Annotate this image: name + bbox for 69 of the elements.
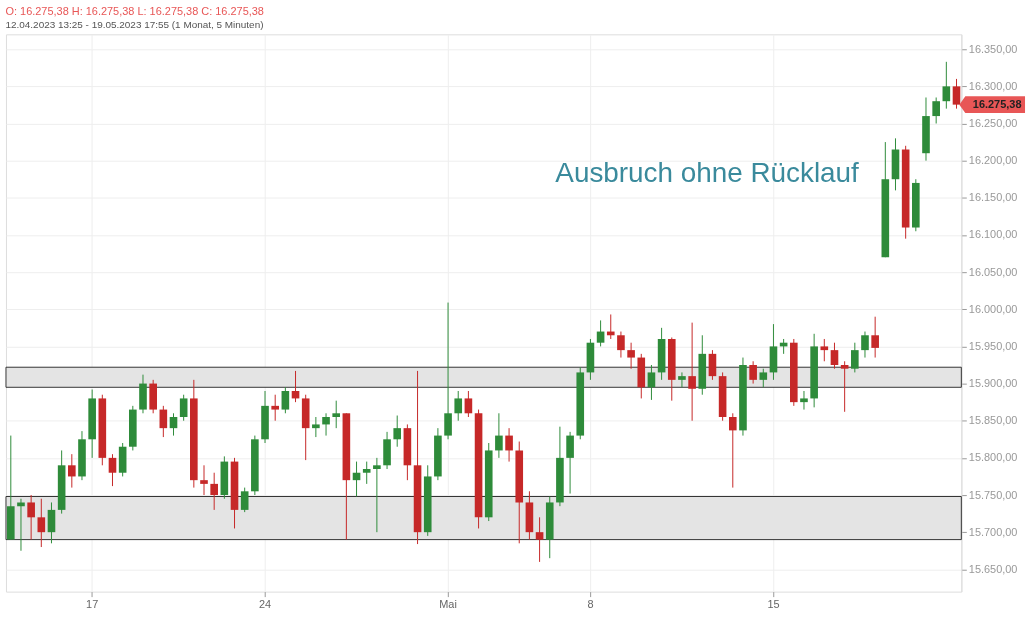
y-tick-label: 16.000,00: [968, 302, 1018, 315]
x-tick-label: 17: [86, 598, 99, 611]
candlestick: [27, 494, 35, 541]
y-tick-label: 16.250,00: [968, 116, 1018, 129]
candlestick: [647, 364, 656, 401]
candlestick: [47, 501, 56, 544]
candlestick: [708, 349, 717, 381]
candlestick: [678, 371, 686, 388]
candlestick: [68, 453, 76, 489]
candlestick: [820, 338, 829, 362]
annotation: Ausbruch ohne Rücklauf: [555, 156, 860, 188]
y-tick-label: 15.700,00: [968, 525, 1018, 538]
x-tick-label: Mai: [439, 598, 457, 611]
candlestick: [332, 400, 341, 429]
y-tick-label: 16.100,00: [968, 228, 1018, 241]
candlestick: [373, 457, 381, 533]
candlestick: [688, 322, 696, 422]
candlestick: [830, 342, 839, 370]
candlestick: [505, 427, 513, 463]
y-tick-label: 15.950,00: [968, 339, 1018, 352]
candlestick: [108, 453, 117, 487]
candlestick: [566, 431, 574, 495]
candlestick: [322, 412, 330, 437]
candlestick: [362, 461, 371, 485]
y-tick-label: 15.650,00: [968, 562, 1018, 575]
candlestick: [210, 472, 218, 511]
y-tick-label: 16.200,00: [968, 154, 1018, 167]
chart-subtitle: 12.04.2023 13:25 - 19.05.2023 17:55 (1 Monat, 5 Minuten): [5, 19, 264, 31]
x-tick-label: 24: [258, 598, 272, 611]
text: 16.275,38: [972, 97, 1022, 110]
candlestick: [393, 415, 402, 448]
candlestick: [169, 412, 178, 437]
candlestick: [728, 412, 737, 489]
y-tick-label: 16.350,00: [968, 42, 1018, 55]
candlestick: [17, 498, 25, 552]
x-tick-label: 15: [767, 598, 780, 611]
x-tick-label: 8: [587, 598, 594, 611]
candlestick: [179, 394, 188, 422]
candlestick: [759, 368, 768, 388]
candlestick: [932, 96, 940, 124]
candlestick: [749, 360, 757, 385]
chart-title: O: 16.275,38 H: 16.275,38 L: 16.275,38 C: 16.275,38: [5, 5, 264, 18]
candlestick: [240, 487, 249, 513]
candlestick: [271, 394, 279, 422]
candlestick: [464, 390, 473, 418]
candlestick: [861, 331, 869, 359]
candlestick: [871, 316, 879, 359]
candlestick: [454, 390, 463, 422]
candlestick: [200, 464, 208, 496]
y-tick-label: 15.800,00: [968, 451, 1018, 464]
y-tick-label: 15.750,00: [968, 488, 1018, 501]
y-tick-label: 15.850,00: [968, 414, 1018, 427]
y-tick-label: 16.300,00: [968, 79, 1018, 92]
candlestick: [596, 319, 605, 347]
candlestick: [444, 302, 452, 440]
candlestick: [627, 342, 635, 370]
y-tick-label: 16.150,00: [968, 191, 1018, 204]
candlestick: [281, 386, 290, 414]
candlestick: [535, 516, 544, 563]
candlestick: [800, 390, 808, 411]
y-tick-label: 15.900,00: [968, 377, 1018, 390]
y-tick-label: 16.050,00: [968, 265, 1018, 278]
candlestick: [840, 360, 849, 413]
candlestick: [37, 498, 46, 548]
candlestick: [851, 342, 859, 373]
candlestick: [312, 416, 320, 438]
candlestick: [942, 61, 951, 110]
candlestick: [617, 331, 625, 359]
candlestick: [495, 412, 503, 459]
